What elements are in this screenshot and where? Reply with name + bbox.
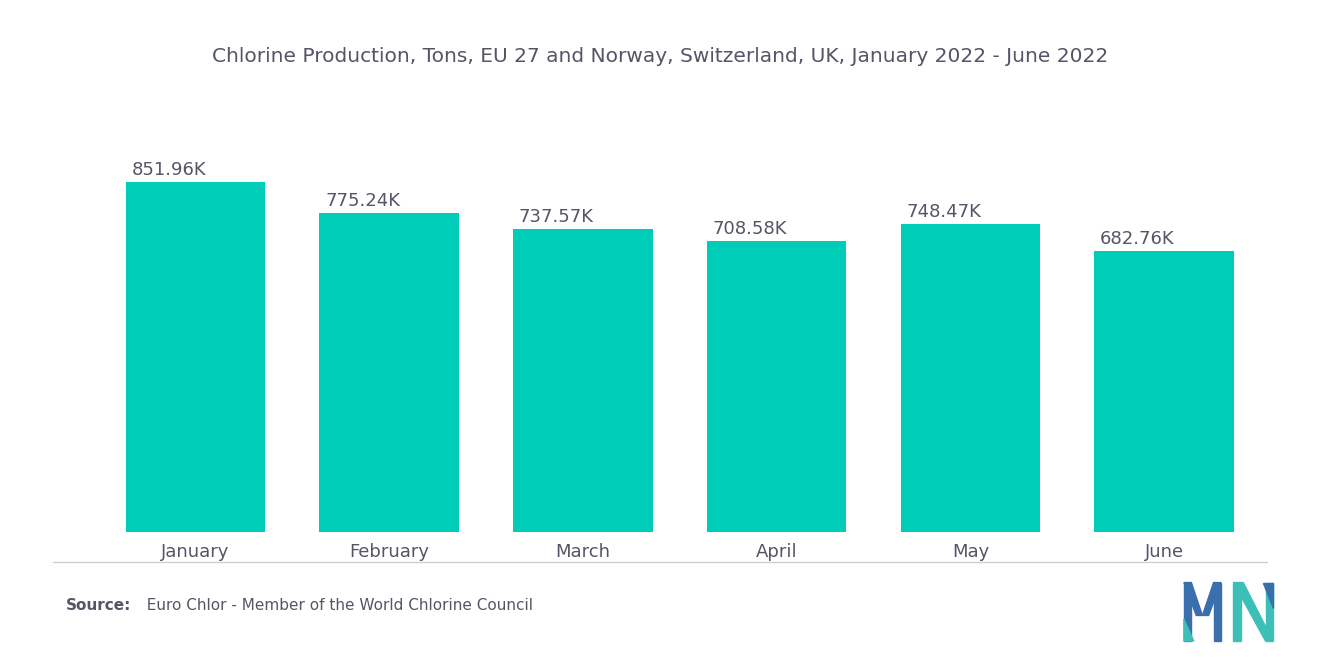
Polygon shape bbox=[1263, 583, 1272, 608]
Bar bbox=[1094, 251, 1234, 532]
Bar bbox=[125, 182, 265, 532]
Text: Chlorine Production, Tons, EU 27 and Norway, Switzerland, UK, January 2022 - Jun: Chlorine Production, Tons, EU 27 and Nor… bbox=[213, 47, 1107, 66]
Polygon shape bbox=[1203, 583, 1221, 616]
Bar bbox=[900, 224, 1040, 532]
Bar bbox=[513, 229, 652, 532]
Bar bbox=[708, 241, 846, 532]
Polygon shape bbox=[1184, 619, 1193, 641]
Text: Euro Chlor - Member of the World Chlorine Council: Euro Chlor - Member of the World Chlorin… bbox=[137, 598, 533, 612]
Polygon shape bbox=[1266, 583, 1272, 641]
Text: 748.47K: 748.47K bbox=[907, 203, 981, 221]
Text: 682.76K: 682.76K bbox=[1101, 230, 1175, 248]
Text: 851.96K: 851.96K bbox=[132, 161, 206, 179]
Text: 775.24K: 775.24K bbox=[325, 192, 400, 210]
Polygon shape bbox=[1233, 583, 1272, 641]
Text: Source:: Source: bbox=[66, 598, 132, 612]
Text: 708.58K: 708.58K bbox=[713, 219, 787, 237]
Polygon shape bbox=[1184, 583, 1203, 616]
Bar bbox=[319, 213, 459, 532]
Polygon shape bbox=[1184, 583, 1192, 641]
Polygon shape bbox=[1213, 583, 1221, 641]
Polygon shape bbox=[1233, 583, 1241, 641]
Text: 737.57K: 737.57K bbox=[519, 207, 594, 225]
